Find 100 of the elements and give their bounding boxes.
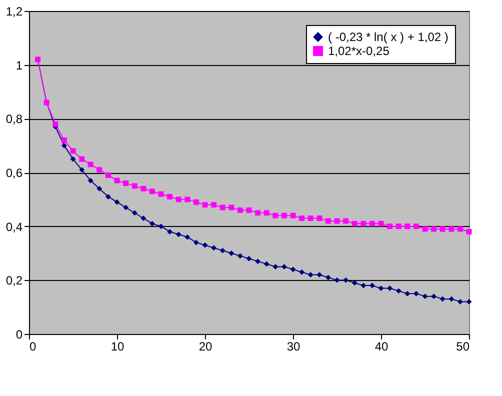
x-tick-label: 50 — [456, 340, 470, 354]
point — [325, 274, 331, 280]
x-tick-label: 20 — [198, 340, 212, 354]
point — [140, 186, 146, 192]
point — [211, 202, 217, 208]
point — [281, 212, 287, 218]
y-tick-label: 0,2 — [6, 274, 23, 288]
point — [237, 207, 243, 213]
point — [88, 178, 94, 184]
point — [378, 220, 384, 226]
point — [272, 212, 278, 218]
point — [352, 280, 358, 286]
point — [422, 226, 428, 232]
point — [255, 210, 261, 216]
point — [316, 216, 322, 221]
point — [96, 167, 102, 173]
point — [123, 204, 129, 210]
point — [61, 142, 67, 148]
point — [466, 298, 472, 304]
point — [440, 226, 446, 232]
point — [228, 250, 234, 256]
point — [431, 226, 437, 232]
point — [387, 224, 393, 230]
point — [184, 234, 190, 240]
point — [132, 210, 138, 216]
point — [140, 216, 146, 221]
point — [105, 172, 111, 178]
y-tick-label: 0,8 — [6, 112, 23, 126]
point — [343, 218, 349, 224]
y-tick-label: 1,2 — [6, 4, 23, 18]
point — [369, 220, 375, 226]
point — [264, 261, 270, 267]
point — [264, 210, 270, 216]
point — [448, 296, 454, 302]
point — [149, 220, 155, 226]
point — [167, 228, 173, 234]
point — [466, 228, 472, 234]
point — [378, 286, 384, 291]
point — [457, 226, 463, 232]
point — [334, 277, 340, 283]
y-tick-label: 0 — [16, 328, 23, 342]
point — [193, 199, 199, 205]
point — [360, 282, 366, 288]
point — [396, 288, 402, 294]
legend-label: 1,02*x-0,25 — [328, 44, 390, 58]
point — [176, 232, 182, 238]
point — [404, 224, 410, 230]
point — [404, 290, 410, 296]
point — [290, 266, 296, 272]
point — [290, 212, 296, 218]
point — [422, 294, 428, 300]
point — [193, 240, 199, 246]
point — [325, 218, 331, 224]
point — [149, 188, 155, 194]
x-tick-label: 40 — [374, 340, 388, 354]
point — [299, 269, 305, 275]
point — [61, 137, 67, 143]
point — [272, 264, 278, 270]
x-tick-label: 10 — [110, 340, 124, 354]
point — [334, 218, 340, 224]
point — [413, 224, 419, 230]
point — [431, 294, 437, 300]
point — [246, 256, 252, 262]
point — [237, 253, 243, 259]
point — [246, 207, 252, 213]
point — [96, 186, 102, 192]
point — [220, 204, 226, 210]
point — [299, 216, 305, 221]
point — [220, 248, 226, 254]
point — [79, 156, 85, 162]
y-tick-label: 0,4 — [6, 220, 23, 234]
point — [158, 224, 164, 230]
point — [202, 242, 208, 248]
point — [184, 196, 190, 202]
point — [448, 226, 454, 232]
point — [167, 194, 173, 200]
point — [105, 194, 111, 200]
x-tick-label: 30 — [286, 340, 300, 354]
point — [176, 196, 182, 202]
point — [308, 216, 314, 221]
point — [413, 290, 419, 296]
point — [255, 258, 261, 264]
point — [211, 245, 217, 251]
point — [343, 277, 349, 283]
point — [158, 191, 164, 197]
point — [352, 220, 358, 226]
point — [440, 296, 446, 302]
point — [70, 148, 76, 154]
point — [228, 204, 234, 210]
point — [202, 202, 208, 208]
y-tick-label: 0,6 — [6, 166, 23, 180]
point — [308, 272, 314, 278]
x-tick-label: 0 — [30, 340, 36, 354]
point — [114, 178, 120, 184]
point — [70, 156, 76, 162]
legend-label: ( -0,23 * ln( x ) + 1,02 ) — [328, 30, 448, 44]
point — [281, 264, 287, 270]
point — [316, 272, 322, 278]
point — [79, 167, 85, 173]
point — [360, 220, 366, 226]
